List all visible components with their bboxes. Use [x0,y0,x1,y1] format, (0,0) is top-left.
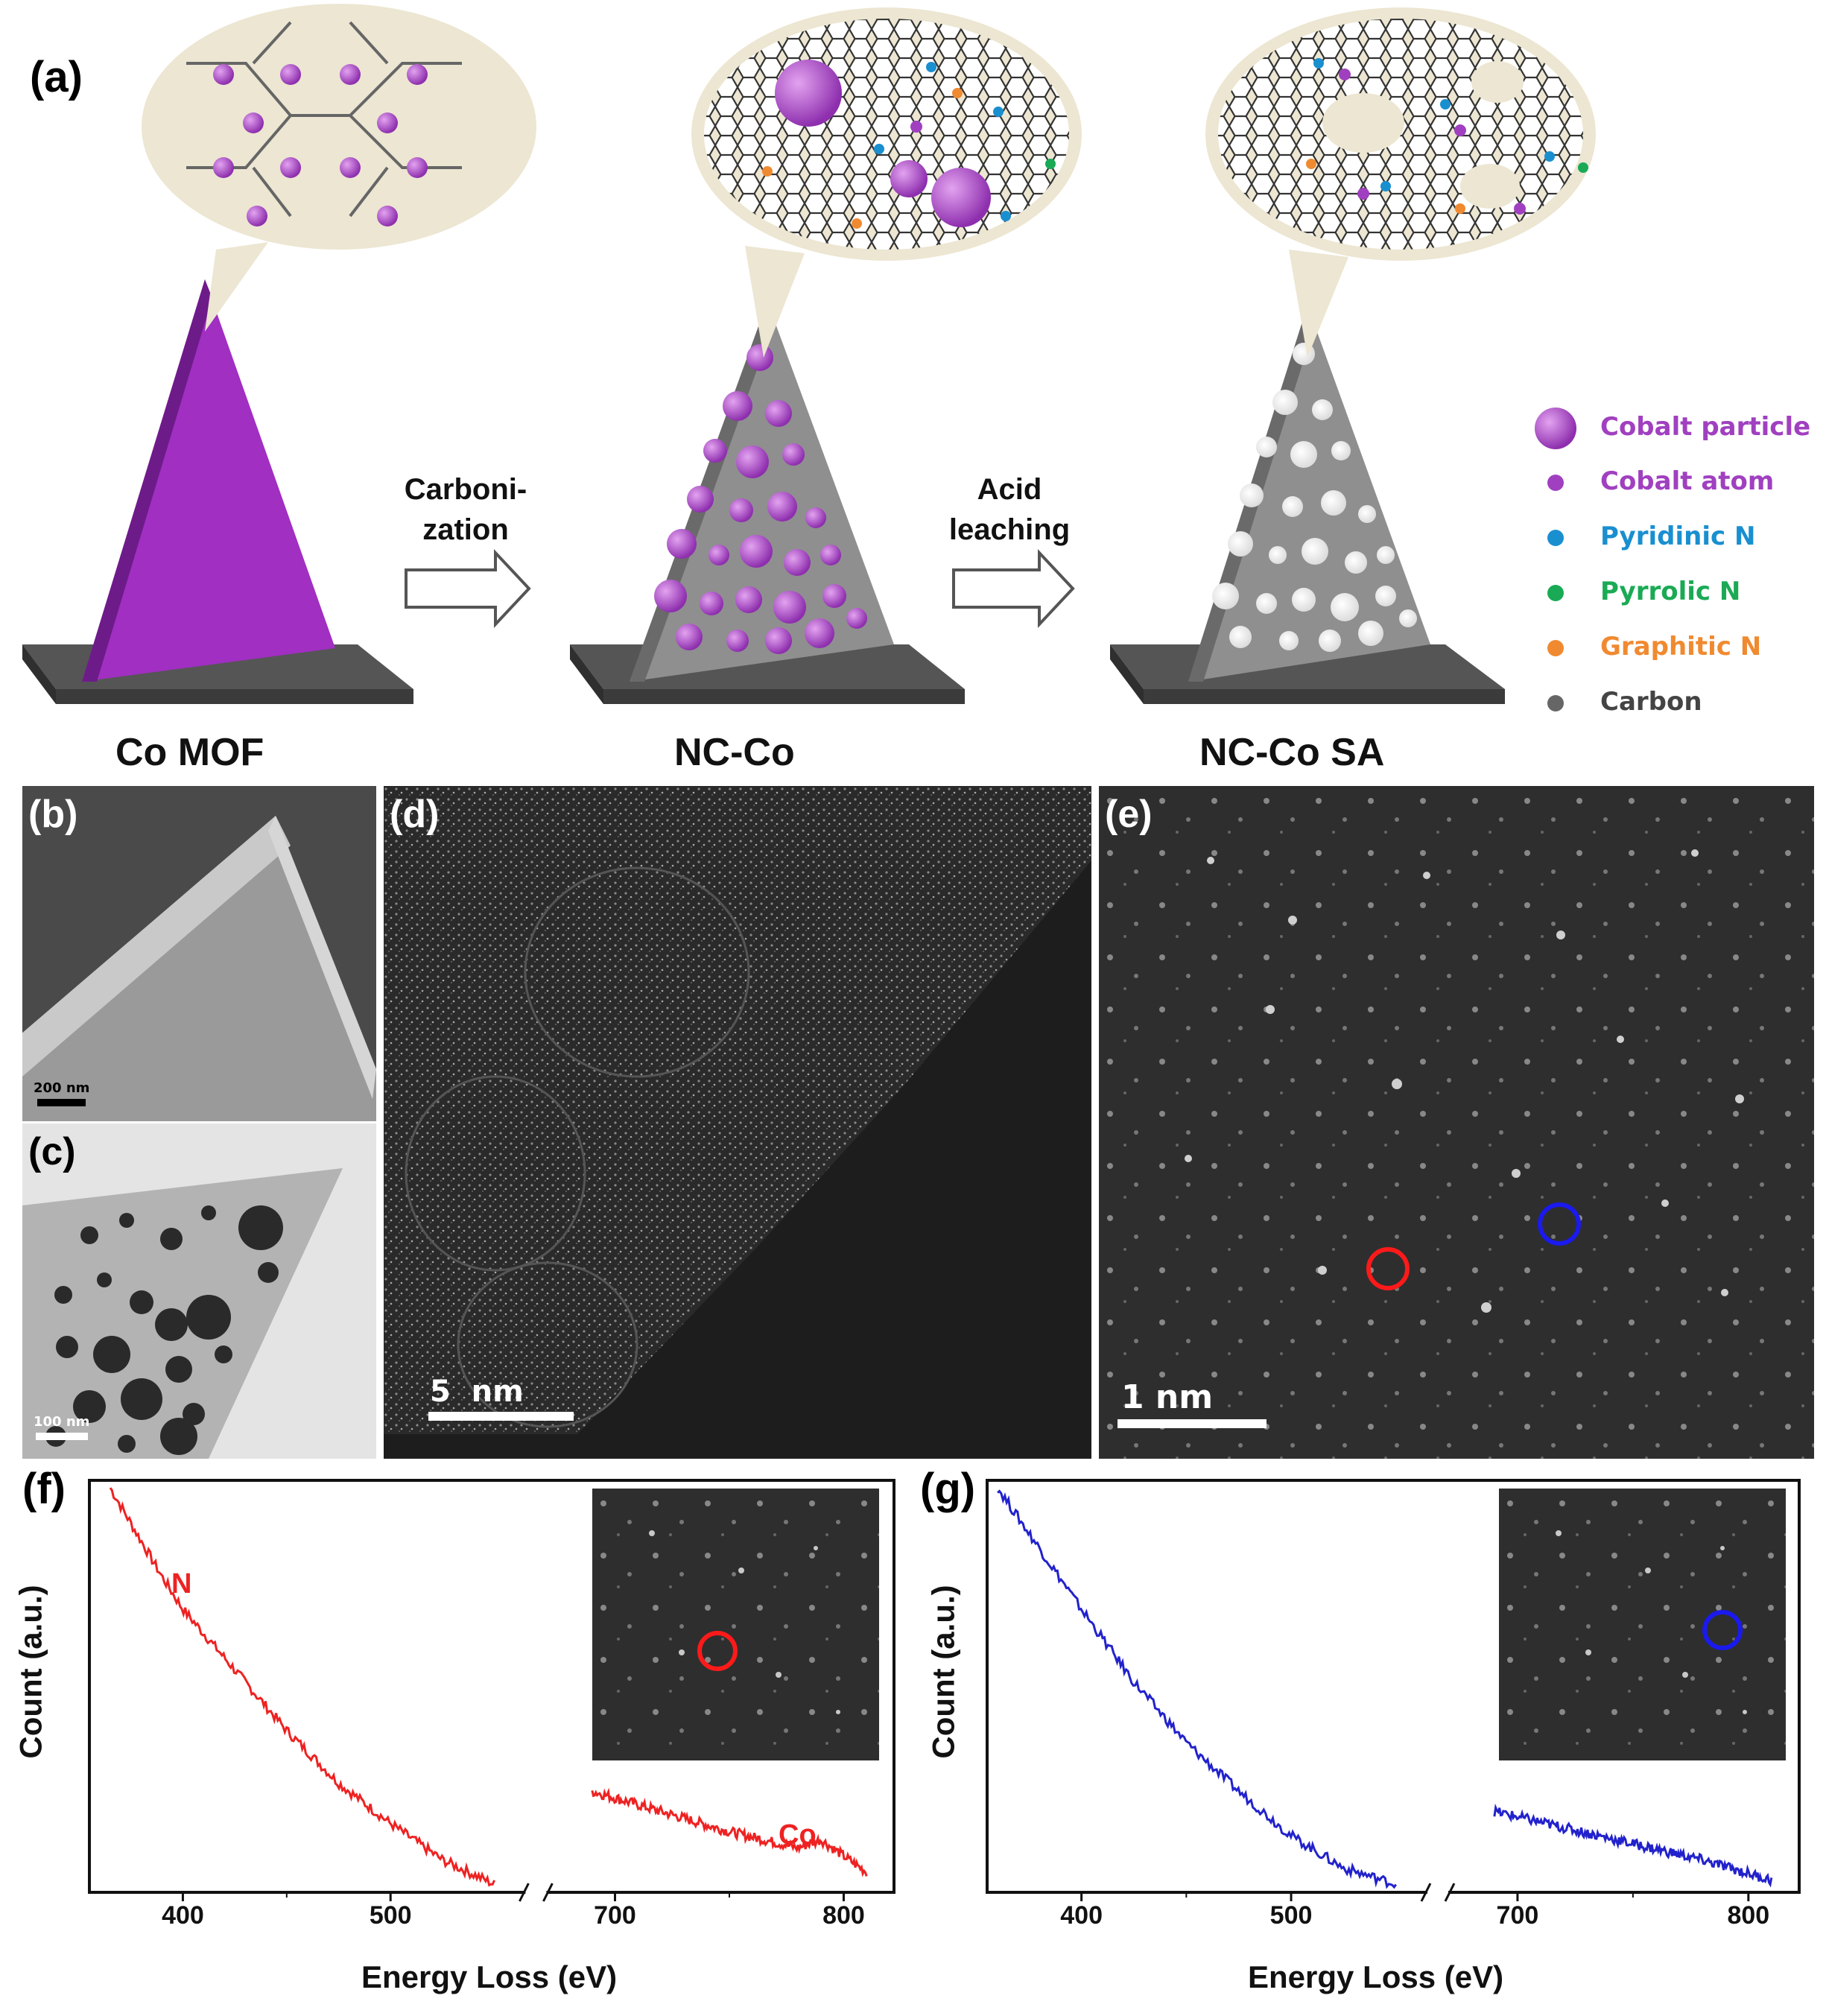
arrow-acid-leaching [952,548,1075,629]
plot-frame [986,1479,1801,1894]
legend-pyridinic-n: Pyridinic N [1532,516,1826,560]
axis-break-mark [542,1883,554,1902]
legend-carbon: Carbon [1532,681,1826,726]
scale-bar-e [1118,1419,1267,1428]
x-tick-label: 700 [1497,1901,1539,1926]
mof-framework [186,21,462,218]
step1-label: Carboni-zation [404,473,527,546]
inset-g-blue-marker [1702,1610,1743,1650]
annotation-co-edge: Co [779,1819,817,1851]
scale-label-e: 1 nm [1121,1378,1214,1416]
cobalt-atom-icon [1547,475,1564,491]
inset-f-red-marker [697,1631,738,1671]
legend-cobalt-particle: Cobalt particle [1532,406,1826,451]
x-tick-label: 400 [1060,1901,1103,1926]
scale-label-c: 100 nm [34,1414,90,1430]
x-tick-label: 500 [370,1901,412,1926]
nc-co-sa-holes [1212,343,1417,652]
x-tick-label: 400 [162,1901,204,1926]
annotation-n-edge: N [171,1568,192,1600]
nc-co-dopants [762,62,1056,229]
mof-bubble [142,4,536,250]
co-mof-triangle [82,279,335,682]
tem-particles-image [22,1123,376,1459]
chart-g-xlabel: Energy Loss (eV) [1248,1959,1504,1994]
schematic-illustration [22,4,1596,704]
haadf-image-e [1099,786,1814,1459]
sem-triangle-image [22,786,376,1121]
x-tick-label: 800 [1727,1901,1769,1926]
axis-break-mark [1444,1883,1456,1902]
legend-pyrrolic-n: Pyrrolic N [1532,571,1826,615]
mof-cobalt-nodes [213,64,428,226]
axis-break-mark [519,1883,530,1902]
micrograph-d: (d) 5 nm [384,786,1091,1459]
inset-f [592,1489,879,1760]
nc-co-graphene [704,19,1069,250]
blue-circle-marker [1538,1202,1581,1246]
material-name-nc-co-sa: NC-Co SA [1199,731,1385,774]
micrograph-e: (e) 1 nm [1099,786,1814,1459]
panel-a-label: (a) [30,53,83,101]
cobalt-particle-large [775,60,842,127]
scale-bar-d [428,1412,574,1421]
haadf-image-d [384,786,1091,1459]
spectrum-line-segment1 [997,1489,1397,1889]
scale-label-b: 200 nm [34,1080,90,1096]
scale-label-d: 5 nm [430,1375,524,1409]
spectrum-line-segment2 [1493,1803,1773,1888]
x-tick-label: 800 [822,1901,865,1926]
pyridinic-n-icon [1547,530,1564,546]
chart-f-xlabel: Energy Loss (eV) [361,1959,618,1994]
scale-bar-c [36,1433,88,1440]
graphitic-n-icon [1547,640,1564,656]
panel-f-label: (f) [22,1465,66,1513]
material-name-co-mof: Co MOF [115,731,264,774]
axis-break-gap [1427,1888,1448,1897]
nc-co-particles [654,344,867,654]
legend-cobalt-atom: Cobalt atom [1532,460,1826,505]
x-tick-label: 500 [1270,1901,1313,1926]
chart-g-ylabel: Count (a.u.) [925,1585,961,1759]
chart-f-ylabel: Count (a.u.) [13,1585,48,1759]
micrograph-c: (c) 100 nm [22,1123,376,1459]
spectrum-line-segment1 [109,1487,495,1887]
red-circle-marker [1366,1247,1410,1290]
material-name-nc-co: NC-Co [674,731,795,774]
scale-bar-b [37,1099,86,1106]
spectrum-line-segment2 [591,1787,868,1877]
axis-break-mark [1420,1883,1432,1902]
inset-g [1499,1489,1786,1760]
cobalt-particle-icon [1535,408,1576,449]
pyrrolic-n-icon [1547,585,1564,601]
nc-co-sa-dopants [1306,58,1588,215]
micrograph-b: (b) 200 nm [22,786,376,1121]
eels-chart-g: 400 500 700 800 [986,1479,1801,1926]
legend-graphitic-n: Graphitic N [1532,626,1826,671]
arrow-carbonization [405,548,531,629]
eels-chart-f: 400 500 700 800 [88,1479,895,1926]
step2-label: Acid leaching [948,473,1071,546]
panel-g-label: (g) [920,1465,976,1513]
carbon-icon [1547,695,1564,711]
plot-frame [88,1479,895,1894]
axis-break-gap [525,1888,547,1897]
x-tick-label: 700 [594,1901,636,1926]
